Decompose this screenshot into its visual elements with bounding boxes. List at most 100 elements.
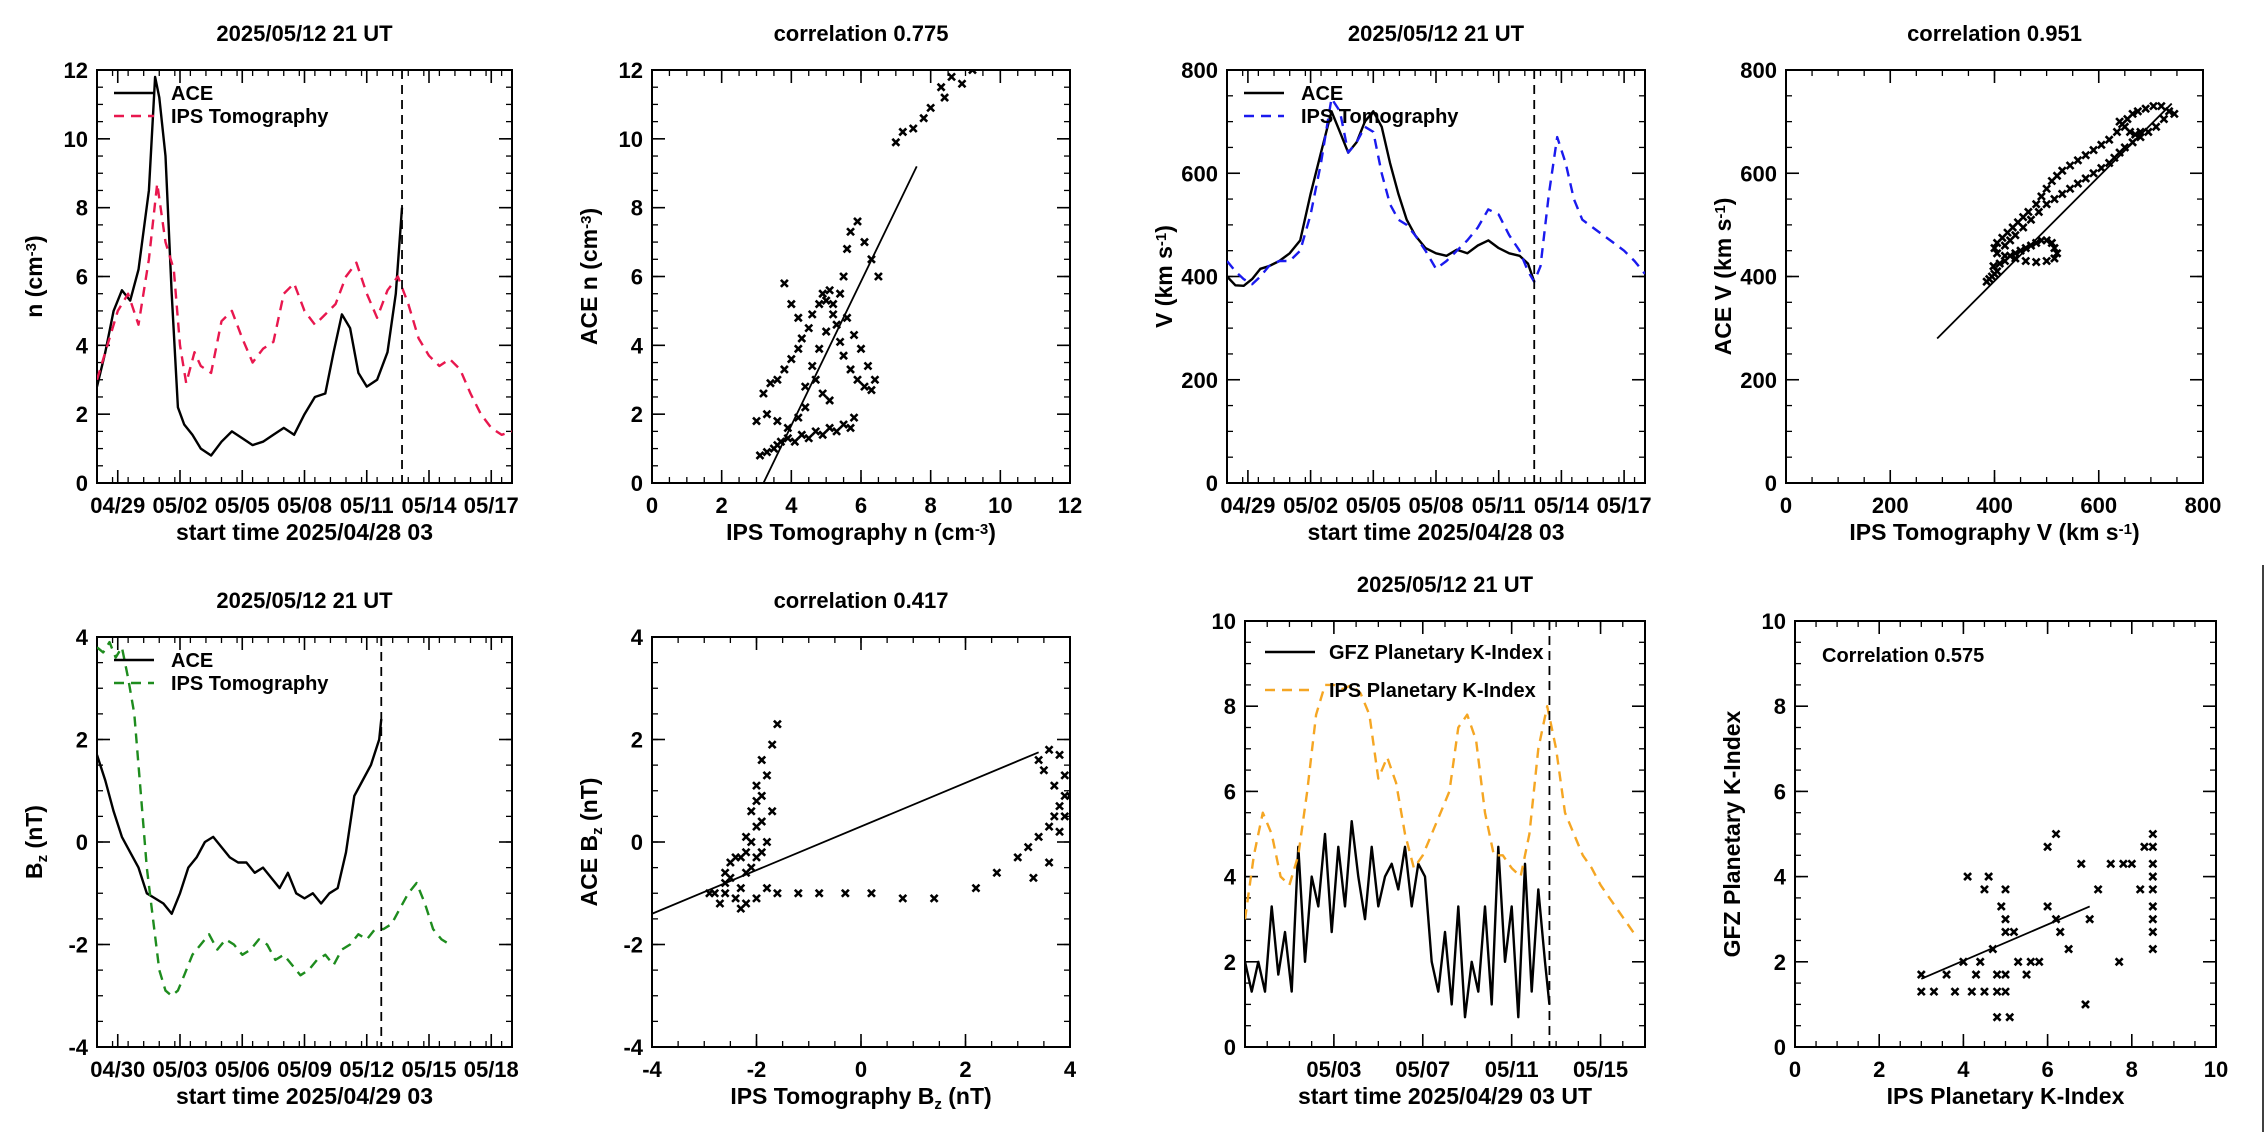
x-tick-label: 05/03: [1306, 1057, 1361, 1082]
scatter-point: [929, 893, 939, 903]
y-tick-label: 2: [1224, 950, 1236, 975]
y-tick-label: 4: [1774, 865, 1787, 890]
scatter-point: [2000, 241, 2010, 250]
scatter-point: [2001, 927, 2010, 937]
scatter-point: [2042, 235, 2052, 245]
scatter-point: [828, 309, 838, 319]
scatter-point: [2042, 199, 2052, 209]
y-tick-label: 2: [1774, 950, 1786, 975]
x-tick-label: 04/29: [1220, 493, 1275, 518]
scatter-point: [786, 354, 796, 364]
scatter-point: [1055, 801, 1064, 811]
scatter-point: [772, 375, 782, 385]
y-tick-label: 8: [1774, 694, 1786, 719]
scatter-point: [2125, 127, 2135, 137]
scatter-point: [867, 385, 876, 395]
x-tick-label: 400: [1976, 493, 2013, 518]
scatter-point: [1034, 755, 1044, 765]
chart-panel-8: 0 2 4 6 8 10 0 2 4 6 8 10 Correlation 0.575 IPS Plane…: [1719, 609, 2228, 1109]
scatter-point: [790, 437, 800, 447]
scatter-point: [856, 344, 866, 354]
scatter-point: [752, 893, 761, 903]
scatter-point: [2064, 944, 2074, 954]
scatter-point: [752, 796, 761, 806]
scatter-point: [1065, 791, 1070, 801]
scatter-point: [2034, 207, 2044, 217]
scatter-point: [2001, 914, 2010, 924]
scatter-point: [2081, 173, 2091, 183]
y-tick-label: 600: [1181, 161, 1218, 186]
y-tick-label: 2: [631, 728, 643, 753]
scatter-point: [2013, 957, 2023, 967]
scatter-point: [2018, 223, 2028, 232]
scatter-point: [2136, 127, 2145, 137]
y-axis-label-part: n (cm: [21, 256, 47, 317]
scatter-point: [2156, 101, 2166, 111]
scatter-point: [2001, 970, 2010, 979]
scatter-point: [731, 893, 741, 903]
legend-label: IPS Tomography: [1301, 106, 1459, 128]
scatter-point: [757, 755, 767, 765]
scatter-point: [867, 888, 876, 898]
scatter-point: [2031, 199, 2041, 209]
scatter-point: [786, 299, 796, 309]
x-tick-label: 4: [785, 493, 798, 518]
scatter-point: [752, 416, 761, 426]
scatter-point: [2001, 987, 2010, 997]
scatter-point: [2076, 859, 2086, 869]
x-axis-label-part: z: [934, 1096, 942, 1113]
scatter-point: [814, 344, 824, 354]
scatter-point: [1990, 243, 1999, 253]
chart-panel-4: 0 200 400 600 800 0 200 400 600 800 correlation 0.…: [1710, 21, 2221, 545]
y-tick-label: 400: [1181, 265, 1218, 290]
scatter-point: [2036, 192, 2046, 201]
scatter-point: [936, 82, 946, 92]
x-axis-label-part: IPS Tomography n (cm: [726, 519, 975, 545]
scatter-point: [767, 740, 777, 750]
plot-area: [97, 75, 512, 457]
scatter-point: [2065, 161, 2075, 170]
scatter-point: [2021, 256, 2031, 266]
scatter-point: [849, 413, 859, 423]
scatter-point: [1967, 987, 1977, 997]
scatter-point: [783, 423, 793, 433]
scatter-point: [940, 93, 950, 102]
scatter-point: [804, 433, 814, 443]
y-tick-label: 0: [631, 830, 643, 855]
scatter-point: [1980, 884, 1989, 894]
scatter-point: [846, 365, 855, 374]
y-axis-label-part: ): [21, 235, 47, 243]
scatter-point: [825, 395, 835, 405]
y-tick-label: 4: [631, 333, 644, 358]
regression-line: [652, 751, 1039, 915]
y-axis-label: ACE Bz (nT): [576, 778, 606, 907]
scatter-point: [839, 351, 849, 361]
x-axis-label-part: -3: [975, 521, 988, 538]
scatter-point: [800, 382, 810, 392]
x-tick-label: 05/18: [464, 1057, 519, 1082]
scatter-point: [2050, 254, 2059, 263]
scatter-point: [720, 868, 730, 878]
chart-title: correlation 0.417: [774, 588, 949, 613]
scatter-point: [821, 327, 831, 336]
scatter-point: [2148, 872, 2158, 882]
scatter-point: [1929, 987, 1939, 997]
series-line-observed: [1245, 820, 1551, 1019]
scatter-point: [2026, 957, 2036, 967]
scatter-point: [2118, 859, 2128, 869]
x-tick-label: 0: [855, 1057, 867, 1082]
x-axis-label: IPS Tomography Bz (nT): [730, 1083, 991, 1113]
scatter-point: [2000, 251, 2010, 261]
scatter-point: [766, 378, 775, 388]
scatter-point: [762, 837, 772, 847]
x-tick-label: 0: [1789, 1057, 1801, 1082]
y-axis-label: n (cm-3): [21, 235, 47, 317]
legend-label: IPS Tomography: [171, 673, 329, 695]
scatter-point: [2009, 927, 2019, 937]
scatter-point: [846, 227, 855, 237]
y-tick-label: 4: [1224, 865, 1237, 890]
scatter-point: [2022, 970, 2031, 979]
series-line-model: [1227, 97, 1645, 286]
y-axis-label-part: -1: [1712, 205, 1729, 218]
x-tick-label: 600: [2080, 493, 2117, 518]
